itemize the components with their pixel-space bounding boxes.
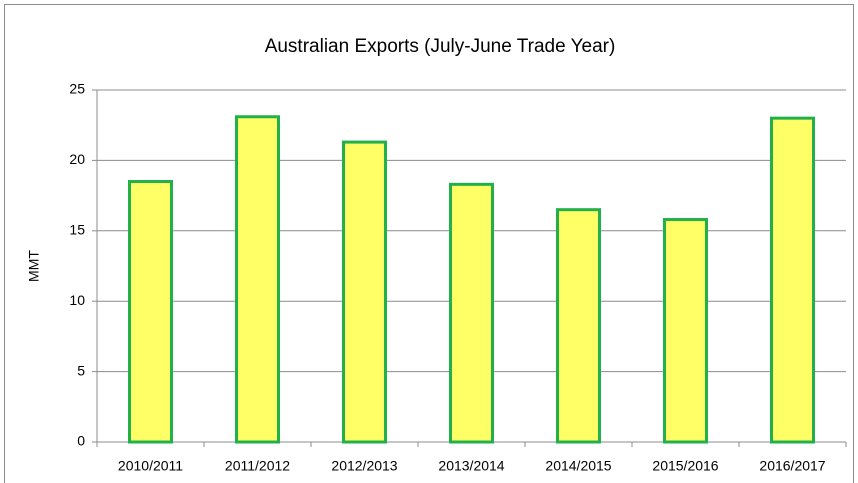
y-tick-label: 15: [69, 222, 85, 238]
y-tick-label: 5: [77, 362, 85, 378]
bar: [556, 208, 601, 444]
y-tick-label: 10: [69, 292, 85, 308]
y-tick-label: 0: [77, 433, 85, 449]
bar: [663, 218, 708, 444]
bar: [342, 140, 387, 444]
bar: [235, 115, 280, 444]
x-tick-label: 2013/2014: [438, 458, 504, 474]
bar: [770, 116, 815, 444]
x-tick-label: 2015/2016: [652, 458, 718, 474]
x-tick-label: 2012/2013: [331, 458, 397, 474]
bar: [449, 182, 494, 444]
chart-title: Australian Exports (July-June Trade Year…: [265, 36, 616, 57]
y-tick-label: 20: [69, 151, 85, 167]
y-tick-label: 25: [69, 81, 85, 97]
y-axis-label: MMT: [26, 250, 42, 282]
x-tick-label: 2016/2017: [759, 458, 825, 474]
x-tick-label: 2014/2015: [545, 458, 611, 474]
x-tick-label: 2010/2011: [118, 458, 183, 474]
bar: [128, 180, 173, 444]
x-tick-label: 2011/2012: [225, 458, 290, 474]
